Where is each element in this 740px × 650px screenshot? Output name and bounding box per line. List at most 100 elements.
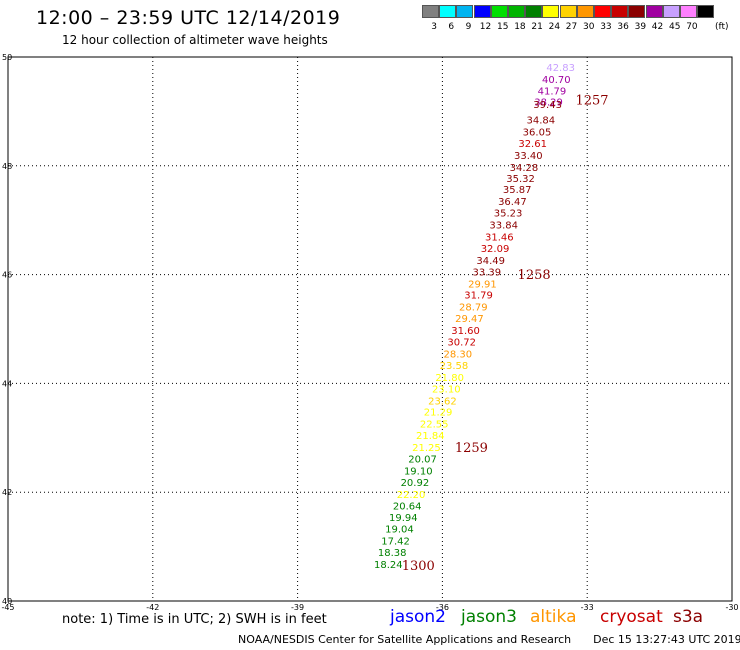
wave-height-label: 34.28 — [510, 163, 539, 174]
satellite-legend-altika: altika — [530, 607, 577, 627]
satellite-legend-cryosat: cryosat — [600, 607, 663, 627]
wave-height-label: 34.49 — [476, 256, 505, 267]
color-scale-label: 6 — [448, 22, 455, 32]
color-scale-swatch — [439, 5, 457, 18]
color-scale-unit: (ft) — [715, 22, 729, 32]
color-scale-swatch — [490, 5, 508, 18]
wave-height-label: 29.47 — [455, 314, 484, 325]
page-title: 12:00 – 23:59 UTC 12/14/2019 — [36, 7, 341, 29]
wave-height-label: 42.83 — [546, 63, 575, 74]
time-label: 1259 — [455, 441, 488, 456]
satellite-legend-s3a: s3a — [673, 607, 704, 627]
footer-timestamp: Dec 15 13:27:43 UTC 2019 — [593, 633, 740, 646]
wave-height-label: 41.79 — [538, 87, 567, 98]
color-scale-label: 30 — [583, 22, 595, 32]
latitude-tick-label: 48 — [2, 162, 12, 171]
color-scale-swatch — [559, 5, 577, 18]
color-scale-label: 42 — [651, 22, 664, 32]
color-scale-label: 39 — [634, 22, 647, 32]
color-scale-label: 24 — [548, 22, 561, 32]
longitude-tick-label: -39 — [291, 603, 304, 612]
color-scale-label: 27 — [565, 22, 578, 32]
color-scale-swatch — [645, 5, 663, 18]
longitude-tick-label: -33 — [581, 603, 594, 612]
wave-height-label: 21.80 — [435, 373, 464, 384]
wave-height-label: 19.10 — [404, 466, 433, 477]
footer-credit: NOAA/NESDIS Center for Satellite Applica… — [238, 633, 572, 646]
time-label: 1300 — [402, 559, 435, 574]
wave-height-label: 18.38 — [378, 548, 407, 559]
color-scale-swatch — [576, 5, 594, 18]
wave-height-label: 36.47 — [498, 197, 527, 208]
wave-height-label: 23.62 — [428, 396, 457, 407]
wave-height-label: 22.20 — [397, 490, 426, 501]
wave-height-label: 31.79 — [464, 291, 493, 302]
latitude-tick-label: 42 — [2, 488, 12, 497]
wave-height-label: 31.60 — [451, 326, 480, 337]
wave-height-label: 21.29 — [424, 408, 453, 419]
footer-credit-line: NOAA/NESDIS Center for Satellite Applica… — [238, 633, 740, 646]
color-scale-label: 3 — [431, 22, 437, 32]
wave-height-label: 22.55 — [420, 420, 449, 431]
wave-height-label: 29.91 — [468, 279, 497, 290]
wave-height-label: 31.46 — [485, 233, 514, 244]
wave-height-label: 20.07 — [408, 454, 437, 465]
color-scale-swatch — [422, 5, 439, 18]
satellite-legend-jason3: jason3 — [461, 607, 517, 627]
color-scale-swatch — [697, 5, 715, 18]
color-scale-swatch — [525, 5, 543, 18]
time-label: 1257 — [575, 93, 608, 108]
time-label: 1258 — [518, 268, 551, 283]
footer-note: note: 1) Time is in UTC; 2) SWH is in fe… — [62, 612, 327, 627]
longitude-tick-label: -42 — [146, 603, 159, 612]
wave-height-label: 32.61 — [518, 139, 547, 150]
wave-height-label: 33.84 — [489, 221, 518, 232]
wave-height-label: 28.79 — [459, 303, 488, 314]
wave-height-label: 34.84 — [527, 116, 556, 127]
wave-height-label: 19.04 — [385, 525, 414, 536]
longitude-tick-label: -45 — [1, 603, 14, 612]
color-scale-swatch — [456, 5, 474, 18]
wave-height-label: 39.43 — [533, 100, 562, 111]
color-scale-swatch — [628, 5, 646, 18]
color-scale-label: 70 — [686, 22, 698, 32]
longitude-tick-label: -30 — [725, 603, 738, 612]
wave-height-label: 23.58 — [440, 361, 469, 372]
wave-height-label: 40.70 — [542, 75, 571, 86]
color-scale-swatch — [542, 5, 560, 18]
wave-height-label: 38.29 — [534, 98, 563, 109]
color-scale-label: 45 — [669, 22, 681, 32]
color-scale-label: 33 — [600, 22, 612, 32]
map-frame — [7, 56, 733, 602]
wave-height-label: 19.94 — [389, 513, 418, 524]
wave-height-label: 18.24 — [374, 560, 403, 571]
color-scale-label: 15 — [497, 22, 509, 32]
wave-height-label: 21.84 — [416, 431, 445, 442]
wave-height-label: 36.05 — [523, 128, 552, 139]
wave-height-label: 21.25 — [412, 443, 441, 454]
wave-height-label: 35.23 — [494, 209, 523, 220]
color-scale-label: 21 — [531, 22, 543, 32]
wave-height-label: 20.64 — [393, 501, 422, 512]
longitude-tick-label: -36 — [436, 603, 449, 612]
satellite-legend-jason2: jason2 — [390, 607, 446, 627]
color-scale-swatch — [680, 5, 697, 18]
color-scale-label: 36 — [617, 22, 629, 32]
color-scale-label: 18 — [514, 22, 526, 32]
wave-height-label: 17.42 — [381, 537, 410, 548]
color-scale-swatch — [611, 5, 629, 18]
color-scale-swatch — [662, 5, 680, 18]
wave-height-label: 32.09 — [481, 244, 510, 255]
color-scale-label: 12 — [479, 22, 492, 32]
color-scale-swatch — [594, 5, 611, 18]
color-scale-swatch — [508, 5, 525, 18]
wave-height-label: 35.32 — [506, 174, 535, 185]
latitude-tick-label: 40 — [2, 597, 12, 606]
page-subtitle: 12 hour collection of altimeter wave hei… — [62, 33, 328, 47]
wave-height-label: 35.87 — [503, 185, 532, 196]
wave-height-label: 28.30 — [444, 349, 473, 360]
wave-height-label: 33.40 — [514, 151, 543, 162]
wave-height-label: 23.10 — [432, 384, 461, 395]
wave-height-label: 33.39 — [472, 267, 501, 278]
